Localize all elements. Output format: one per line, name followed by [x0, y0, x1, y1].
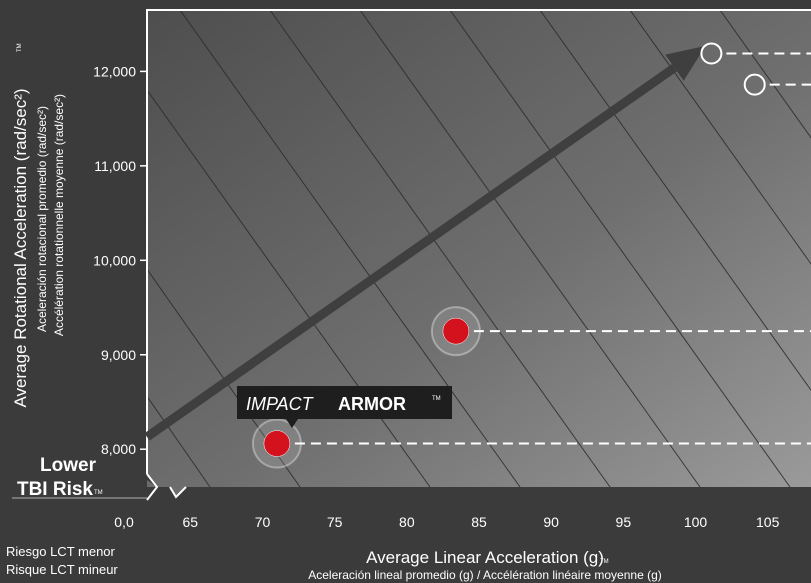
impact-armor-callout: IMPACT ARMOR TM — [237, 386, 452, 428]
x-axis-sub: Aceleración lineal promedio (g) / Accélé… — [308, 568, 662, 582]
data-point — [263, 430, 291, 457]
x-tick-label: 100 — [684, 514, 708, 530]
lower-risk-es: Riesgo LCT menor — [6, 544, 116, 559]
data-point — [700, 42, 723, 65]
x-tick-label: 90 — [543, 514, 559, 530]
y-axis-label: Average Rotational Acceleration (rad/sec… — [11, 88, 30, 407]
plot-area — [147, 10, 811, 497]
x-tick-label: 80 — [399, 514, 415, 530]
lower-risk-mark: TM — [94, 490, 103, 496]
y-tick-label: 8,000 — [101, 441, 136, 457]
lower-risk-fr: Risque LCT mineur — [6, 562, 118, 577]
lower-risk-line1: Lower — [40, 455, 97, 476]
x-axis-label: Average Linear Acceleration (g) — [366, 548, 604, 567]
axis-break-bottom — [169, 486, 187, 499]
y-tick-label: 9,000 — [101, 347, 136, 363]
lower-risk-line2: TBI Risk — [17, 479, 93, 500]
x-tick-label: 105 — [756, 514, 780, 530]
y-tick-label: 12,000 — [93, 63, 136, 79]
iso-risk-lines — [147, 10, 811, 488]
trend-arrow-head — [665, 45, 706, 81]
x-tick-label: 70 — [255, 514, 271, 530]
x-tick-label: 85 — [471, 514, 487, 530]
x-tick-label: 0,0 — [114, 514, 134, 530]
y-axis-title: Average Rotational Acceleration (rad/sec… — [11, 43, 66, 407]
lower-risk-label: Lower TBI Risk TM Riesgo LCT menor Risqu… — [6, 455, 118, 577]
data-point — [743, 73, 766, 96]
axis-break-left — [146, 473, 159, 501]
callout-mark: TM — [432, 396, 441, 402]
x-tick-label: 95 — [616, 514, 632, 530]
trend-arrow-shaft — [144, 63, 678, 441]
y-tick-label: 10,000 — [93, 252, 136, 268]
data-point — [442, 317, 470, 345]
x-tick-label: 75 — [327, 514, 343, 530]
y-tick-label: 11,000 — [94, 158, 136, 174]
callout-part2: ARMOR — [338, 394, 406, 414]
plot-frame — [146, 9, 811, 474]
callout-part1: IMPACT — [246, 394, 315, 414]
y-axis-sub-fr: Accélération rotationnelle moyenne (rad/… — [52, 94, 66, 336]
x-axis-title: Average Linear Acceleration (g) TM Acele… — [308, 548, 662, 582]
x-axis-label-mark: TM — [600, 559, 609, 565]
y-axis-label-mark: TM — [17, 43, 23, 52]
y-axis-sub-es: Aceleración rotacional promedio (rad/sec… — [35, 106, 49, 332]
x-tick-label: 65 — [183, 514, 199, 530]
